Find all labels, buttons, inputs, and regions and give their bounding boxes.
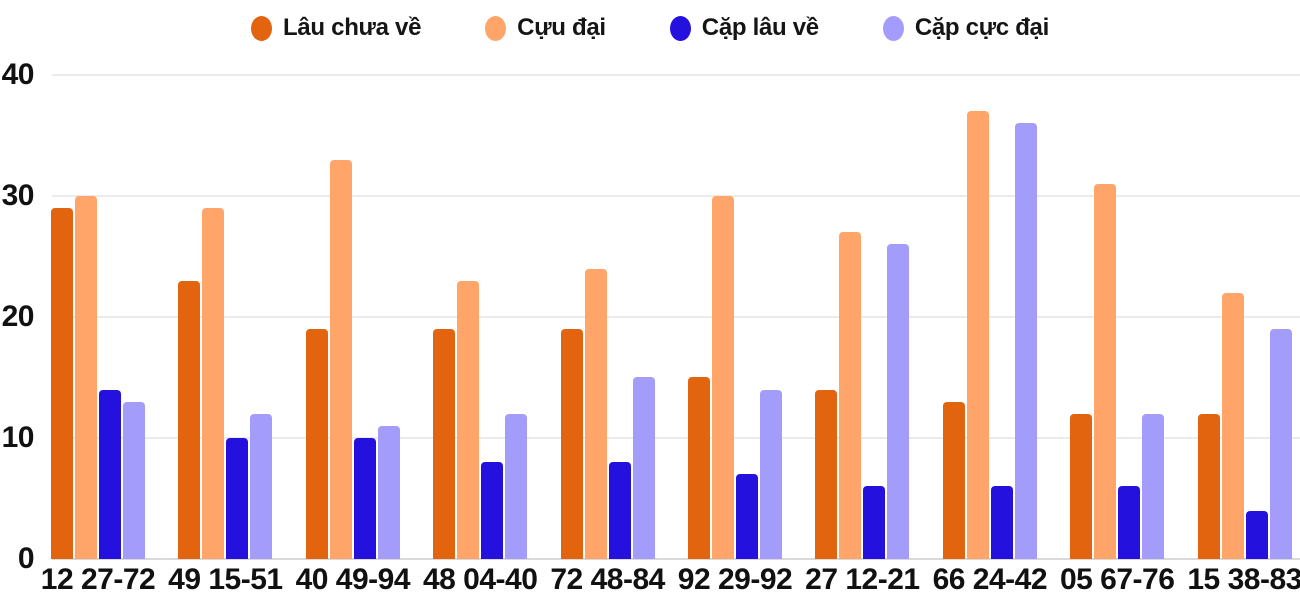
bar — [887, 244, 910, 559]
legend-item: Cựu đại — [485, 14, 606, 42]
bar — [760, 390, 782, 559]
legend-item: Cặp cực đại — [882, 14, 1049, 42]
bar-group — [1197, 59, 1292, 559]
bar — [1245, 511, 1268, 559]
y-axis-tick-label: 30 — [1, 179, 35, 212]
bar-group — [51, 59, 145, 559]
bar — [250, 414, 273, 559]
bar-group — [942, 59, 1037, 559]
bar-group — [560, 59, 655, 559]
bar — [736, 474, 758, 559]
bar — [1197, 414, 1220, 559]
bar — [123, 402, 145, 559]
bar — [305, 329, 328, 559]
bar — [457, 281, 480, 559]
bar — [632, 377, 655, 559]
bar — [1221, 293, 1244, 559]
x-axis-category-label: 40 49-94 — [295, 563, 411, 596]
bar — [815, 390, 838, 559]
bar — [377, 426, 400, 559]
bar — [688, 377, 710, 559]
x-axis-baseline — [52, 558, 1300, 560]
legend-label: Cựu đại — [517, 14, 606, 41]
y-axis-tick-label: 10 — [1, 421, 35, 454]
bar — [966, 111, 989, 559]
x-axis-category-label: 92 29-92 — [677, 563, 793, 596]
bar — [1142, 414, 1165, 559]
gridline — [52, 74, 1300, 76]
bar — [51, 208, 73, 559]
bar-group — [305, 59, 400, 559]
legend-swatch-icon — [251, 15, 273, 41]
bar — [839, 232, 862, 559]
bar — [942, 402, 965, 559]
bar — [863, 486, 886, 559]
x-axis-category-label: 12 27-72 — [40, 563, 156, 596]
bar-group — [433, 59, 528, 559]
bar — [1269, 329, 1292, 559]
legend-item: Cặp lâu về — [669, 14, 819, 42]
legend-label: Lâu chưa về — [283, 14, 422, 41]
legend-swatch-icon — [882, 15, 904, 41]
x-axis-category-label: 48 04-40 — [422, 563, 538, 596]
legend-label: Cặp cực đại — [914, 14, 1049, 41]
bar — [202, 208, 225, 559]
bar — [353, 438, 376, 559]
x-axis-category-label: 05 67-76 — [1059, 563, 1175, 596]
bar — [712, 196, 734, 559]
gridline — [52, 437, 1300, 439]
x-axis-category-label: 66 24-42 — [932, 563, 1048, 596]
bar — [329, 160, 352, 559]
legend-swatch-icon — [485, 15, 507, 41]
bar-group — [178, 59, 273, 559]
bar — [99, 390, 121, 559]
bar — [226, 438, 249, 559]
legend-label: Cặp lâu về — [701, 14, 819, 41]
bar — [481, 462, 504, 559]
bar-group — [688, 59, 782, 559]
bar — [1070, 414, 1093, 559]
bar — [584, 269, 607, 559]
x-axis-category-label: 49 15-51 — [168, 563, 283, 596]
x-axis-category-label: 15 38-83 — [1187, 563, 1300, 596]
bar — [1014, 123, 1037, 559]
x-axis-category-label: 27 12-21 — [805, 563, 920, 596]
bar-group — [815, 59, 910, 559]
bar — [1118, 486, 1141, 559]
gridline — [52, 316, 1300, 318]
bar-group — [1070, 59, 1165, 559]
chart-legend: Lâu chưa về Cựu đại Cặp lâu về Cặp cực đại — [0, 8, 1300, 48]
bar — [178, 281, 201, 559]
gridline — [52, 195, 1300, 197]
bar — [75, 196, 97, 559]
x-axis-category-label: 72 48-84 — [550, 563, 665, 596]
y-axis-tick-label: 40 — [1, 58, 35, 91]
bar — [1094, 184, 1117, 559]
bar — [505, 414, 528, 559]
y-axis-tick-label: 0 — [17, 542, 35, 575]
bar — [433, 329, 456, 559]
bar — [560, 329, 583, 559]
legend-swatch-icon — [669, 15, 691, 41]
y-axis-tick-label: 20 — [1, 300, 35, 333]
legend-item: Lâu chưa về — [251, 14, 421, 42]
bar — [608, 462, 631, 559]
bar — [990, 486, 1013, 559]
